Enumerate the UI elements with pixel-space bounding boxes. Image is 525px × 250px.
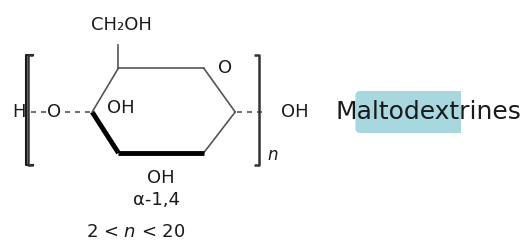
Text: Maltodextrines: Maltodextrines xyxy=(335,100,521,124)
FancyBboxPatch shape xyxy=(355,91,500,133)
Text: α-1,4: α-1,4 xyxy=(133,191,180,209)
Text: OH: OH xyxy=(147,169,174,187)
Text: CH₂OH: CH₂OH xyxy=(91,16,152,34)
Text: O: O xyxy=(47,103,61,121)
Text: 2 < $n$ < 20: 2 < $n$ < 20 xyxy=(86,223,186,241)
Text: n: n xyxy=(268,146,278,164)
Text: OH: OH xyxy=(281,103,309,121)
Text: OH: OH xyxy=(107,99,135,117)
Text: O: O xyxy=(218,59,233,77)
Text: H: H xyxy=(13,103,26,121)
